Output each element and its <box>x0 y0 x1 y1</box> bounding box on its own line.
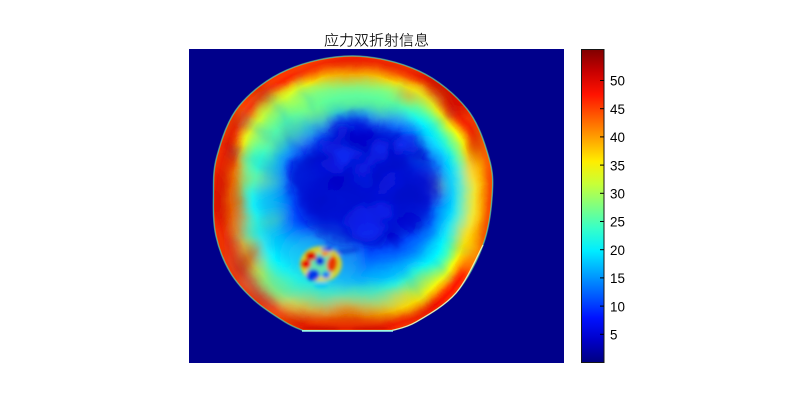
svg-text:20: 20 <box>610 243 625 258</box>
svg-text:35: 35 <box>610 158 625 173</box>
svg-text:15: 15 <box>610 271 625 286</box>
svg-text:30: 30 <box>610 187 625 202</box>
svg-text:10: 10 <box>610 299 625 314</box>
svg-text:25: 25 <box>610 215 625 230</box>
svg-text:5: 5 <box>610 328 617 343</box>
svg-text:40: 40 <box>610 130 625 145</box>
svg-text:45: 45 <box>610 102 625 117</box>
svg-text:50: 50 <box>610 74 625 89</box>
